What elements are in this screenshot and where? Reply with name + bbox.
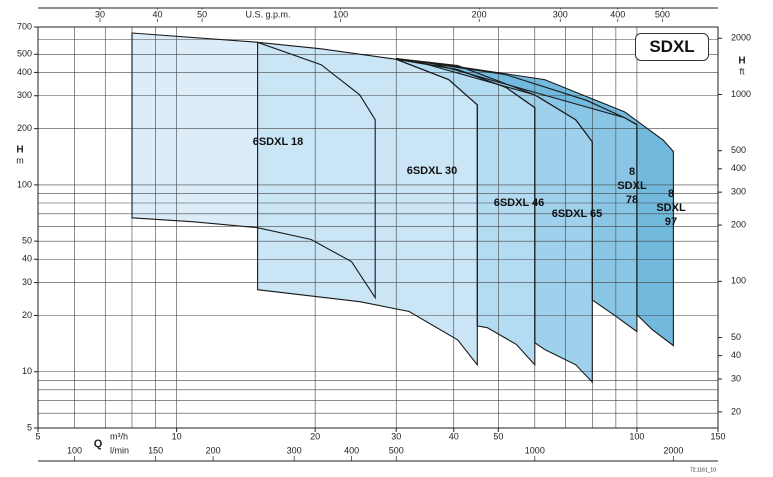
x2-tick-label: 50 xyxy=(197,9,207,19)
x-tick-label: 30 xyxy=(391,431,401,441)
y-tick-label: 30 xyxy=(22,277,32,287)
region xyxy=(396,59,535,365)
y2-unit: ft xyxy=(739,66,745,76)
x3-tick-label: 2000 xyxy=(663,445,683,455)
footnote: 72.1161_10 xyxy=(690,467,716,473)
x3-unit: l/min xyxy=(110,445,129,455)
x3-tick-label: 1000 xyxy=(525,445,545,455)
x2-tick-label: 100 xyxy=(333,9,348,19)
x3-tick-label: 500 xyxy=(389,445,404,455)
region xyxy=(396,58,593,383)
x3-tick-label: 400 xyxy=(344,445,359,455)
y2-tick-label: 40 xyxy=(731,350,741,360)
y-label: H xyxy=(16,145,23,156)
y2-label: H xyxy=(738,56,745,67)
x-tick-label: 10 xyxy=(172,431,182,441)
y2-tick-label: 2000 xyxy=(731,33,751,43)
y-tick-label: 50 xyxy=(22,236,32,246)
x-tick-label: 100 xyxy=(629,431,644,441)
x-tick-label: 40 xyxy=(449,431,459,441)
x-tick-label: 5 xyxy=(35,431,40,441)
region-outline xyxy=(415,60,638,333)
x-tick-label: 20 xyxy=(310,431,320,441)
region-label: 6SDXL 46 xyxy=(493,197,545,209)
region-outline xyxy=(426,61,674,347)
region-label: 6SDXL 18 xyxy=(252,136,304,148)
y2-tick-label: 300 xyxy=(731,187,746,197)
x3-tick-label: 100 xyxy=(67,445,82,455)
x2-tick-label: 400 xyxy=(610,9,625,19)
x2-tick-label: 300 xyxy=(553,9,568,19)
x2-label: U.S. g.p.m. xyxy=(245,9,290,19)
x2-tick-label: 500 xyxy=(655,9,670,19)
y-tick-label: 200 xyxy=(17,123,32,133)
badge: SDXL xyxy=(635,33,709,61)
y2-tick-label: 400 xyxy=(731,163,746,173)
y2-tick-label: 1000 xyxy=(731,89,751,99)
y-tick-label: 300 xyxy=(17,90,32,100)
y2-tick-label: 20 xyxy=(731,406,741,416)
plot-frame xyxy=(37,26,719,429)
y-tick-label: 5 xyxy=(27,422,32,432)
region-label: 8 SDXL 97 xyxy=(656,188,686,228)
x2-tick-label: 200 xyxy=(472,9,487,19)
y2-tick-label: 50 xyxy=(731,332,741,342)
x3-tick-label: 150 xyxy=(148,445,163,455)
y-unit: m xyxy=(16,155,24,165)
x3-tick-label: 200 xyxy=(206,445,221,455)
x2-tick-label: 30 xyxy=(95,9,105,19)
y2-tick-label: 200 xyxy=(731,219,746,229)
region-label: 6SDXL 30 xyxy=(406,165,458,177)
x-tick-label: 150 xyxy=(710,431,725,441)
y2-tick-label: 30 xyxy=(731,373,741,383)
region xyxy=(257,42,478,365)
y-tick-label: 100 xyxy=(17,179,32,189)
x3-tick-label: 300 xyxy=(287,445,302,455)
x-label: Q xyxy=(94,438,103,450)
y2-tick-label: 500 xyxy=(731,145,746,155)
y-tick-label: 400 xyxy=(17,67,32,77)
x2-tick-label: 40 xyxy=(152,9,162,19)
y-tick-label: 500 xyxy=(17,49,32,59)
y-tick-label: 40 xyxy=(22,254,32,264)
y2-tick-label: 100 xyxy=(731,276,746,286)
region-label: 6SDXL 65 xyxy=(551,208,603,220)
region xyxy=(427,62,674,346)
y-tick-label: 700 xyxy=(17,21,32,31)
region-outline xyxy=(131,32,376,300)
region-outline xyxy=(257,41,478,367)
y-tick-label: 10 xyxy=(22,366,32,376)
region-label: 8 SDXL 78 xyxy=(617,166,647,206)
y-tick-label: 20 xyxy=(22,310,32,320)
x-tick-label: 50 xyxy=(493,431,503,441)
x-unit: m³/h xyxy=(110,431,128,441)
